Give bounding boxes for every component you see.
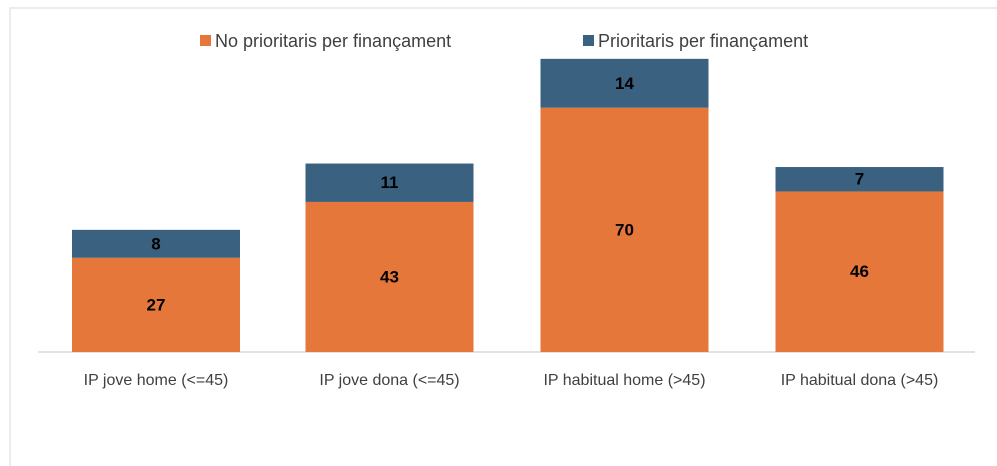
bar-segment [540, 58, 709, 108]
x-tick-label: IP habitual home (>45) [543, 372, 705, 389]
data-label: 11 [381, 173, 399, 192]
data-label: 43 [380, 267, 399, 286]
bar-segment [72, 257, 240, 352]
x-tick-label: IP jove home (<=45) [84, 372, 229, 389]
bar-segment [775, 191, 944, 352]
bar-segment [305, 201, 474, 352]
bar-segment [775, 167, 944, 192]
x-tick-label: IP habitual dona (>45) [781, 372, 939, 389]
chart-frame [9, 7, 997, 466]
data-label: 8 [151, 234, 160, 253]
data-label: 14 [615, 74, 634, 93]
bar-segment [540, 107, 709, 352]
data-label: 70 [615, 220, 634, 239]
x-tick-label: IP jove dona (<=45) [319, 372, 459, 389]
data-label: 27 [147, 295, 166, 314]
legend-swatch [583, 35, 594, 46]
bar-segment [305, 163, 474, 202]
legend-swatch [200, 35, 211, 46]
data-label: 46 [850, 262, 869, 281]
legend-label: Prioritaris per finançament [598, 31, 808, 51]
data-label: 7 [855, 170, 864, 189]
bar-segment [72, 229, 240, 258]
legend-label: No prioritaris per finançament [215, 31, 451, 51]
